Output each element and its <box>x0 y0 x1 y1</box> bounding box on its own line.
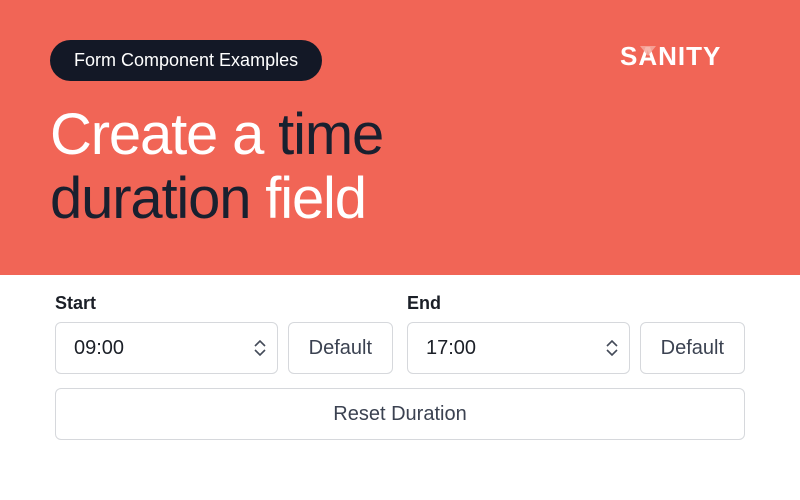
start-group: Start Default <box>55 293 393 374</box>
end-input-wrap <box>407 322 630 374</box>
chevron-down-icon <box>254 349 266 356</box>
headline-word-4: field <box>265 166 366 231</box>
start-field: Start <box>55 293 278 374</box>
chevron-up-icon <box>254 340 266 347</box>
chevron-down-icon <box>606 349 618 356</box>
end-label: End <box>407 293 630 314</box>
reset-row: Reset Duration <box>55 388 745 440</box>
end-default-button[interactable]: Default <box>640 322 745 374</box>
reset-duration-button[interactable]: Reset Duration <box>55 388 745 440</box>
brand-logo: SANITY <box>620 42 750 72</box>
time-inputs-row: Start Default End <box>55 293 745 374</box>
duration-form: Start Default End <box>0 275 800 440</box>
category-pill-label: Form Component Examples <box>74 50 298 70</box>
end-group: End Default <box>407 293 745 374</box>
chevron-up-icon <box>606 340 618 347</box>
page-title: Create a time duration field <box>50 103 750 231</box>
headline-word-1: Create a <box>50 102 278 167</box>
start-input[interactable] <box>55 322 278 374</box>
start-stepper[interactable] <box>254 340 266 356</box>
svg-text:SANITY: SANITY <box>620 42 721 71</box>
end-field: End <box>407 293 630 374</box>
start-default-button[interactable]: Default <box>288 322 393 374</box>
headline-word-2: time <box>278 102 383 167</box>
hero-banner: Form Component Examples Create a time du… <box>0 0 800 275</box>
end-input[interactable] <box>407 322 630 374</box>
end-stepper[interactable] <box>606 340 618 356</box>
start-label: Start <box>55 293 278 314</box>
category-pill: Form Component Examples <box>50 40 322 81</box>
headline-word-3: duration <box>50 166 265 231</box>
start-input-wrap <box>55 322 278 374</box>
